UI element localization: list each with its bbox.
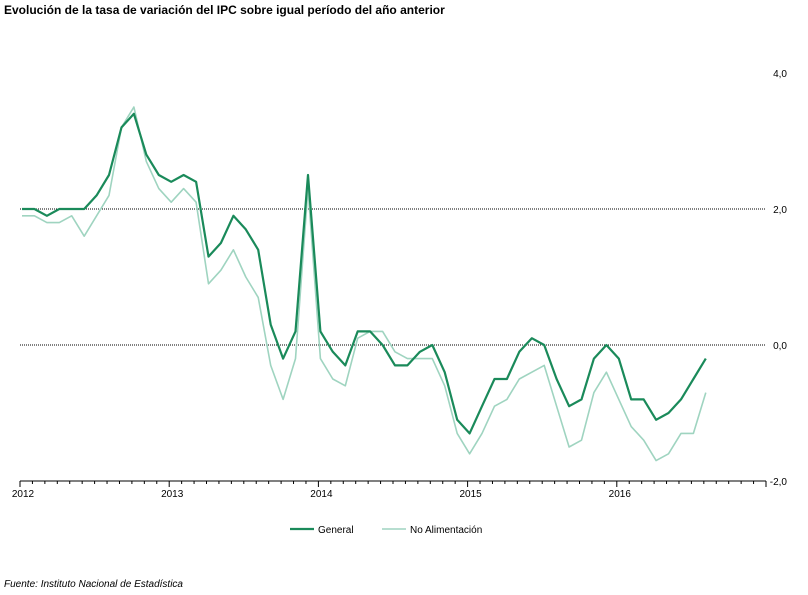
x-tick-label: 2012 xyxy=(12,489,35,500)
x-tick-label: 2015 xyxy=(459,489,482,500)
x-tick-label: 2013 xyxy=(161,489,184,500)
legend-label: No Alimentación xyxy=(410,525,482,536)
y-tick-label: 0,0 xyxy=(773,341,787,352)
chart-title: Evolución de la tasa de variación del IP… xyxy=(4,3,445,17)
source-note: Fuente: Instituto Nacional de Estadístic… xyxy=(4,579,183,590)
x-tick-label: 2014 xyxy=(310,489,333,500)
legend: General No Alimentación xyxy=(290,525,482,536)
x-tick-label: 2016 xyxy=(609,489,632,500)
legend-label: General xyxy=(318,525,354,536)
y-tick-label: 4,0 xyxy=(773,69,787,80)
x-ticks: 2012 2013 2014 2015 2016 xyxy=(12,481,767,500)
series-line-general xyxy=(22,112,707,435)
reference-lines xyxy=(20,208,766,346)
series-line-no-alimentacion xyxy=(22,106,707,462)
y-tick-label: 2,0 xyxy=(773,205,787,216)
series-group xyxy=(22,106,707,462)
y-tick-label: -2,0 xyxy=(770,477,788,488)
y-tick-labels: -2,0 0,0 2,0 4,0 xyxy=(770,69,788,488)
